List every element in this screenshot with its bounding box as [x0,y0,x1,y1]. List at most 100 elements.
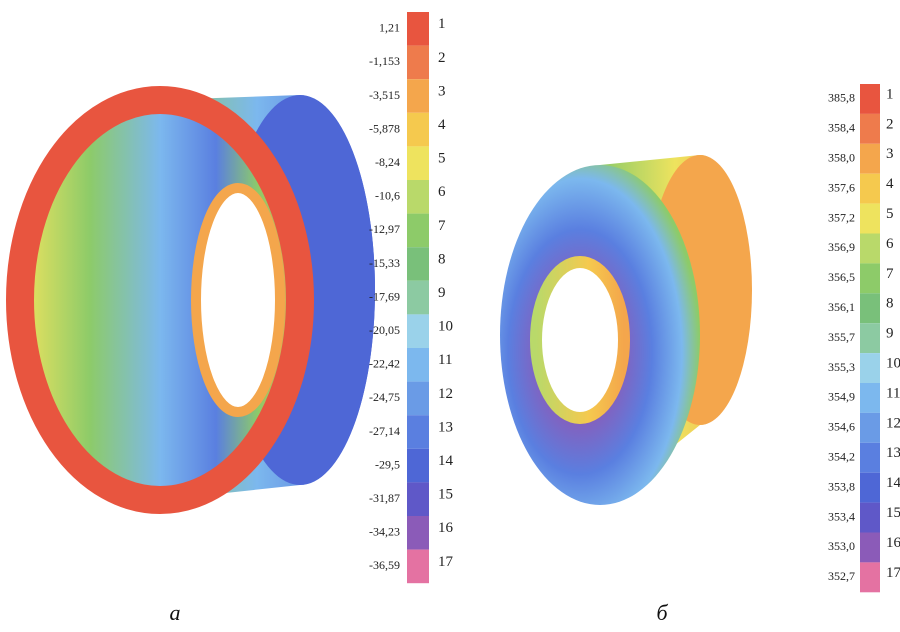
legend-value: 354,2 [828,450,855,464]
legend-swatch [407,214,429,248]
legend-index: 4 [438,117,446,133]
legend-index: 1 [886,86,894,102]
legend-index: 13 [886,445,900,461]
legend-value: 354,9 [828,390,855,404]
legend-swatch [407,516,429,550]
legend-value: -10,6 [375,189,400,203]
legend-value: -17,69 [369,289,400,303]
legend-index: 12 [438,386,453,402]
legend-index: 5 [438,151,446,167]
legend-index: 11 [438,352,452,368]
legend-index: 9 [438,285,446,301]
legend-index: 16 [886,535,900,551]
legend-value: 355,3 [828,360,855,374]
legend-index: 10 [438,319,453,335]
legend-index: 6 [886,236,894,252]
legend-swatch [407,12,429,46]
legend-swatch [407,550,429,584]
legend-index: 6 [438,184,446,200]
legend-value: 1,21 [379,21,400,35]
legend-swatch [407,382,429,416]
legend-value: -20,05 [369,323,400,337]
legend-index: 8 [438,251,446,267]
legend-swatch [860,84,880,114]
legend-value: -15,33 [369,256,400,270]
legend-value: 356,9 [828,240,855,254]
legend-value: 355,7 [828,330,855,344]
legend-swatch [407,482,429,516]
legend-index: 2 [886,116,894,132]
legend-swatch [860,562,880,592]
legend-index: 17 [886,565,900,581]
legend-index: 5 [886,206,894,222]
legend-value: -22,42 [369,357,400,371]
legend-swatch [407,314,429,348]
legend-swatch [860,443,880,473]
legend-value: -31,87 [369,491,400,505]
legend-swatch [860,353,880,383]
legend-value: -1,153 [369,54,400,68]
legend-value: 353,4 [828,509,855,523]
legend-swatch [860,293,880,323]
legend-value: -27,14 [369,424,400,438]
legend-value: 353,0 [828,539,855,553]
legend-swatch [407,79,429,113]
legend-index: 15 [886,505,900,521]
legend-swatch [860,503,880,533]
legend-swatch [860,383,880,413]
legend-swatch [407,180,429,214]
legend-swatch [407,348,429,382]
legend-index: 15 [438,487,453,503]
legend-value: 356,5 [828,270,855,284]
legend-index: 8 [886,296,894,312]
legend-swatch [860,473,880,503]
legend-value: -24,75 [369,390,400,404]
legend-swatch [860,413,880,443]
legend-index: 3 [438,83,446,99]
legend-swatch [407,281,429,315]
legend-value: -36,59 [369,558,400,572]
legend-swatch [407,146,429,180]
legend-index: 12 [886,415,900,431]
ring-b [500,155,752,505]
legend-value: -5,878 [369,121,400,135]
legend-index: 7 [438,218,446,234]
caption: а [170,600,181,625]
legend-index: 9 [886,326,894,342]
legend-index: 13 [438,419,453,435]
legend-swatch [860,323,880,353]
legend-index: 1 [438,16,446,32]
legend-value: 385,8 [828,91,855,105]
legend-swatch [860,533,880,563]
legend-value: -12,97 [369,222,400,236]
legend-swatch [860,144,880,174]
legend-index: 2 [438,50,446,66]
legend-index: 10 [886,355,900,371]
legend-index: 11 [886,385,900,401]
legend-value: 357,2 [828,210,855,224]
legend-value: -3,515 [369,88,400,102]
caption: б [656,600,668,625]
legend-value: 358,0 [828,151,855,165]
legend-index: 17 [438,554,454,570]
figure: 1,211-1,1532-3,5153-5,8784-8,245-10,66-1… [0,0,900,632]
legend-swatch [407,415,429,449]
ring-hole [196,188,280,412]
legend-value: 358,4 [828,121,855,135]
legend-swatch [407,46,429,80]
legend-index: 16 [438,520,454,536]
legend-value: 354,6 [828,420,855,434]
legend-swatch [407,247,429,281]
legend-swatch [407,449,429,483]
legend-value: -34,23 [369,525,400,539]
legend-index: 14 [886,475,900,491]
legend-index: 3 [886,146,894,162]
legend-swatch [860,234,880,264]
legend-swatch [860,174,880,204]
ring-a [20,95,375,500]
legend-swatch [860,114,880,144]
legend-index: 4 [886,176,894,192]
legend-value: 353,8 [828,479,855,493]
legend-swatch [407,113,429,147]
legend-swatch [860,204,880,234]
